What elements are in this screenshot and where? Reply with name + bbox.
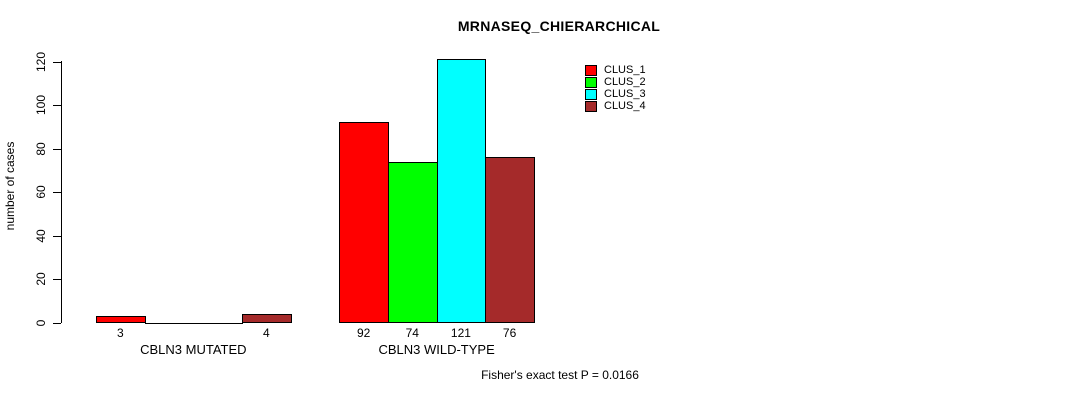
bar-clus_3 [436, 59, 487, 324]
legend-row: CLUS_1 [585, 64, 646, 76]
stat-annotation: Fisher's exact test P = 0.0166 [481, 368, 639, 382]
y-axis-tick [53, 192, 61, 193]
zero-height-bar [144, 322, 195, 324]
legend-label: CLUS_2 [604, 76, 646, 88]
y-tick-label: 0 [34, 319, 48, 326]
legend-swatch-icon [585, 76, 597, 88]
legend-swatch-icon [585, 88, 597, 100]
legend-label: CLUS_4 [604, 100, 646, 112]
y-tick-label: 40 [34, 228, 48, 243]
category-label: CBLN3 MUTATED [140, 342, 247, 357]
y-axis-tick [53, 235, 61, 237]
y-tick-label: 20 [34, 272, 48, 286]
y-axis-tick [53, 61, 61, 63]
y-axis-tick [53, 322, 61, 324]
bar-clus_4 [485, 157, 535, 324]
legend-label: CLUS_1 [604, 64, 646, 76]
bar-value-label: 74 [405, 326, 419, 340]
bar-clus_1 [339, 122, 389, 324]
bar-value-label: 76 [502, 326, 517, 340]
category-label: CBLN3 WILD-TYPE [378, 342, 495, 357]
bar-value-label: 3 [116, 326, 124, 340]
legend: CLUS_1 CLUS_2 CLUS_3 CLUS_4 [585, 64, 646, 112]
y-axis-tick [53, 105, 61, 106]
y-tick-label: 80 [34, 141, 48, 156]
bar-clus_4 [241, 313, 292, 324]
bar-clus_2 [387, 161, 438, 324]
y-tick-label: 120 [34, 51, 48, 72]
y-tick-label: 100 [34, 94, 48, 116]
legend-swatch-icon [585, 64, 597, 76]
y-axis-tick [53, 148, 61, 150]
bar-clus_1 [96, 315, 146, 324]
chart-title: MRNASEQ_CHIERARCHICAL [457, 18, 661, 34]
legend-row: CLUS_2 [585, 76, 646, 88]
legend-row: CLUS_3 [585, 88, 646, 100]
y-tick-label: 60 [34, 185, 48, 199]
legend-row: CLUS_4 [585, 100, 646, 112]
legend-label: CLUS_3 [604, 88, 646, 100]
y-axis-tick [53, 279, 61, 280]
y-axis-line [61, 61, 62, 323]
y-axis-label: number of cases [3, 141, 17, 231]
bar-value-label: 121 [450, 326, 471, 340]
legend-swatch-icon [585, 100, 597, 112]
bar-value-label: 92 [356, 326, 371, 340]
bar-value-label: 4 [262, 326, 270, 340]
zero-height-bar [193, 322, 243, 324]
